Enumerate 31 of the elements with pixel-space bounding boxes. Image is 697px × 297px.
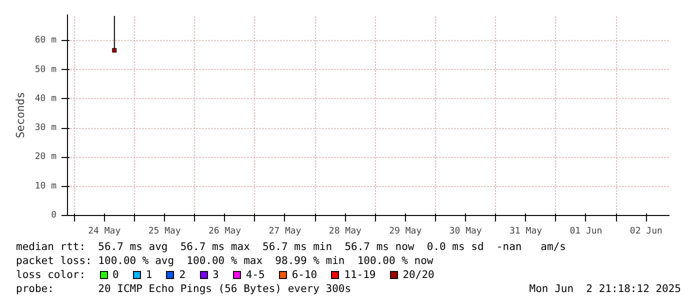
x-tick-label: 25 May bbox=[148, 226, 182, 236]
x-tick-label: 01 Jun bbox=[570, 226, 602, 236]
y-tick-label: 60 m bbox=[34, 36, 57, 46]
x-tick-label: 31 May bbox=[510, 226, 543, 236]
y-tick-label: 50 m bbox=[34, 64, 57, 75]
text: median rtt: 56.7 ms avg 56.7 ms max 56.7 ms min 56.7 ms now 0.0 ms sd -nan am/s bbox=[16, 240, 567, 254]
legend-label: 4-5 bbox=[246, 269, 265, 281]
text: probe: 20 ICMP Echo Pings (56 Bytes) every 300s bbox=[16, 282, 352, 296]
x-tick-label: 27 May bbox=[268, 226, 302, 236]
y-tick-label: 40 m bbox=[34, 94, 57, 104]
x-tick-label: 28 May bbox=[328, 226, 362, 236]
legend-label: 2 bbox=[179, 269, 186, 281]
legend-label: 0 bbox=[112, 269, 119, 281]
legend-label: 6-10 bbox=[292, 269, 318, 281]
x-tick-label: 24 May bbox=[88, 226, 122, 236]
y-tick-label: 20 m bbox=[34, 152, 57, 162]
x-tick-label: 29 May bbox=[389, 226, 422, 236]
y-tick-label: 0 bbox=[51, 210, 57, 220]
y-tick-label: 10 m bbox=[34, 181, 57, 192]
legend-label: 20/20 bbox=[402, 269, 434, 281]
y-tick-label: 30 m bbox=[34, 123, 57, 134]
legend-label: 1 bbox=[146, 269, 152, 281]
legend-label: 11-19 bbox=[344, 269, 376, 281]
x-tick-label: 26 May bbox=[208, 226, 242, 236]
text: packet loss: 100.00 % avg 100.00 % max 98.99 % min 100.00 % now bbox=[16, 254, 434, 268]
y-axis-title: Seconds bbox=[14, 92, 27, 138]
x-tick-label: 02 Jun bbox=[630, 226, 662, 236]
x-tick-label: 30 May bbox=[449, 226, 482, 236]
legend-title: loss color: bbox=[16, 269, 86, 281]
text: Mon Jun 2 21:18:12 2025 bbox=[529, 282, 681, 296]
legend-label: 3 bbox=[212, 269, 219, 281]
